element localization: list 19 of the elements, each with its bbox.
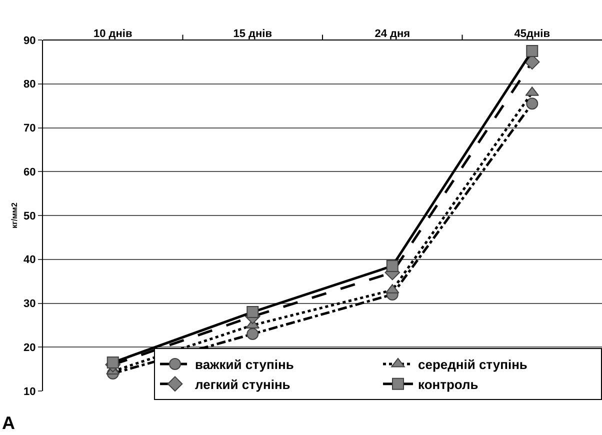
x-tick-label: 24 дня [374, 28, 410, 40]
x-tick-label: 45днів [514, 28, 550, 40]
legend-label: середній ступінь [418, 357, 528, 372]
x-tick-label: 10 днів [94, 28, 132, 40]
y-tick-label: 80 [24, 78, 36, 91]
y-tick-label: 10 [24, 386, 36, 398]
y-tick-label: 40 [24, 254, 36, 266]
y-axis-title: кг/мм2 [10, 202, 20, 228]
y-tick-label: 50 [24, 210, 36, 222]
y-tick-label: 20 [24, 342, 36, 354]
y-tick-label: 60 [24, 166, 36, 178]
legend-label: контроль [418, 376, 478, 392]
y-tick-label: 30 [24, 298, 36, 310]
y-tick-label: 70 [24, 122, 36, 135]
legend-label: важкий ступінь [195, 357, 294, 372]
legend-label: легкий стунінь [195, 376, 290, 392]
x-tick-label: 15 днів [233, 28, 272, 40]
y-tick-label: 90 [24, 34, 36, 47]
text: A [2, 413, 15, 433]
